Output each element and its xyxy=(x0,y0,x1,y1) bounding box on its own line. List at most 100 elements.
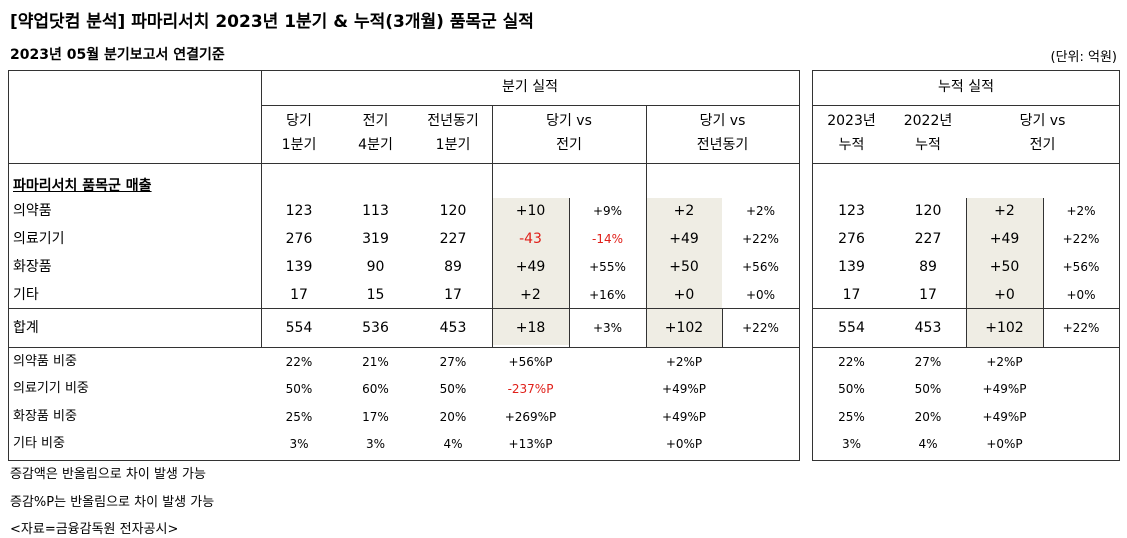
share-row-q-prev: 21% xyxy=(362,355,389,369)
col-q-vs-yoy: 당기 vs 전년동기 xyxy=(696,113,749,153)
share-row-q-diff-yoy: +0%P xyxy=(665,437,703,451)
sales-row-label: 화장품 xyxy=(13,259,52,275)
sales-row-q-yoy: 227 xyxy=(439,231,467,247)
sales-row-q-prev: 319 xyxy=(362,231,389,247)
sales-row-q-diff-prev: +10 xyxy=(515,203,546,219)
quarter-table: 분기 실적 당기 1분기 전기 4분기 전년동기 1분기 당기 vs 전기 당기 vs 전… xyxy=(8,70,800,461)
share-row-q-yoy: 27% xyxy=(439,355,467,369)
total-row-q-prev: 536 xyxy=(362,320,389,336)
sales-row-q-pct-yoy: +56% xyxy=(742,260,779,274)
sales-row-q-diff-prev: +49 xyxy=(515,259,546,275)
sales-row-q-yoy: 120 xyxy=(439,203,467,219)
share-row-c-diff: +0%P xyxy=(986,437,1023,451)
share-row-q-prev: 60% xyxy=(362,382,389,396)
share-row-c-cur: 50% xyxy=(838,382,865,396)
sales-row-q-pct-yoy: +2% xyxy=(745,204,776,218)
share-row-q-diff-prev: +269%P xyxy=(504,410,557,424)
unit-label: (단위: 억원) xyxy=(1050,50,1118,65)
total-row-q-pct-yoy: +22% xyxy=(742,321,779,335)
share-row-q-cur: 22% xyxy=(285,355,313,369)
sales-row-q-pct-yoy: +22% xyxy=(742,232,779,246)
share-row-c-cur: 3% xyxy=(841,437,862,451)
sales-row-c-pct: +0% xyxy=(1066,288,1096,302)
cumulative-header: 누적 실적 xyxy=(938,79,994,95)
share-row-q-cur: 50% xyxy=(285,382,313,396)
total-row-c-diff: +102 xyxy=(985,320,1024,336)
shade-q-diff-yoy xyxy=(646,198,722,348)
share-row-q-diff-yoy: +2%P xyxy=(665,355,703,369)
share-row-q-diff-prev: +13%P xyxy=(508,437,553,451)
sales-row-label: 기타 xyxy=(13,287,39,303)
sales-row-q-diff-yoy: +0 xyxy=(673,287,695,303)
share-row-q-yoy: 20% xyxy=(439,410,467,424)
sales-row-q-yoy: 17 xyxy=(444,287,462,303)
sales-row-q-diff-yoy: +49 xyxy=(669,231,699,247)
sales-row-c-cur: 123 xyxy=(838,203,865,219)
sales-row-c-pct: +22% xyxy=(1062,232,1100,246)
share-row-c-cur: 22% xyxy=(838,355,865,369)
report-basis: 2023년 05월 분기보고서 연결기준 xyxy=(10,47,225,63)
share-row-q-yoy: 4% xyxy=(443,437,463,451)
note-1: 증감액은 반올림으로 차이 발생 가능 xyxy=(10,467,206,482)
sales-row-c-cur: 139 xyxy=(838,259,865,275)
total-row-q-yoy: 453 xyxy=(439,320,467,336)
col-q-vs-prev: 당기 vs 전기 xyxy=(546,113,592,153)
share-row-c-diff: +49%P xyxy=(982,410,1027,424)
share-row-c-diff: +49%P xyxy=(982,382,1027,396)
total-row-q-pct-prev: +3% xyxy=(592,321,623,335)
sales-row-c-cur: 276 xyxy=(838,231,865,247)
share-row-q-cur: 3% xyxy=(289,437,309,451)
note-3: <자료=금융감독원 전자공시> xyxy=(10,522,179,537)
col-c-cur: 2023년 누적 xyxy=(827,113,876,153)
share-row-q-prev: 17% xyxy=(362,410,389,424)
share-row-label: 화장품 비중 xyxy=(13,409,77,424)
shade-c-diff xyxy=(966,198,1043,348)
quarter-header: 분기 실적 xyxy=(502,79,558,95)
share-row-q-diff-yoy: +49%P xyxy=(662,382,706,396)
sales-row-label: 의료기기 xyxy=(13,231,65,247)
share-row-c-diff: +2%P xyxy=(986,355,1023,369)
sales-row-c-prev: 120 xyxy=(914,203,942,219)
share-row-label: 의약품 비중 xyxy=(13,354,77,369)
total-row-c-prev: 453 xyxy=(914,320,942,336)
col-c-vs: 당기 vs 전기 xyxy=(1019,113,1066,153)
share-row-c-cur: 25% xyxy=(838,410,865,424)
sales-row-q-cur: 276 xyxy=(285,231,313,247)
sales-row-q-pct-yoy: +0% xyxy=(745,288,776,302)
sales-row-c-prev: 227 xyxy=(914,231,942,247)
sales-row-c-prev: 17 xyxy=(919,287,937,303)
share-row-c-prev: 20% xyxy=(914,410,942,424)
sales-row-c-diff: +49 xyxy=(989,231,1020,247)
total-row-q-diff-prev: +18 xyxy=(515,320,546,336)
sales-row-q-cur: 17 xyxy=(290,287,308,303)
total-row-c-cur: 554 xyxy=(838,320,865,336)
share-row-label: 의료기기 비중 xyxy=(13,381,89,396)
share-row-c-prev: 50% xyxy=(914,382,942,396)
sales-row-q-pct-prev: +55% xyxy=(589,260,626,274)
share-row-q-cur: 25% xyxy=(285,410,313,424)
col-c-prev: 2022년 누적 xyxy=(903,113,953,153)
sales-row-c-diff: +50 xyxy=(989,259,1020,275)
total-row-q-diff-yoy: +102 xyxy=(664,320,704,336)
share-row-c-prev: 27% xyxy=(914,355,942,369)
sales-row-c-cur: 17 xyxy=(842,287,861,303)
sales-row-c-diff: +2 xyxy=(994,203,1015,219)
shade-q-diff-prev xyxy=(492,198,569,345)
sales-row-q-prev: 90 xyxy=(366,259,385,275)
sales-row-q-diff-yoy: +50 xyxy=(669,259,699,275)
sales-row-c-pct: +56% xyxy=(1062,260,1100,274)
sales-row-q-pct-prev: +16% xyxy=(589,288,626,302)
sales-row-q-diff-yoy: +2 xyxy=(673,203,695,219)
sales-row-q-cur: 139 xyxy=(285,259,313,275)
sales-row-label: 의약품 xyxy=(13,203,52,219)
note-2: 증감%P는 반올림으로 차이 발생 가능 xyxy=(10,495,215,510)
share-row-q-diff-yoy: +49%P xyxy=(662,410,706,424)
sales-row-q-diff-prev: -43 xyxy=(519,231,542,247)
sales-row-c-prev: 89 xyxy=(919,259,937,275)
share-row-q-prev: 3% xyxy=(365,437,386,451)
sales-row-q-diff-prev: +2 xyxy=(520,287,541,303)
share-row-q-diff-prev: +56%P xyxy=(508,355,553,369)
sales-row-c-diff: +0 xyxy=(994,287,1015,303)
sales-row-q-prev: 15 xyxy=(366,287,385,303)
share-row-q-yoy: 50% xyxy=(439,382,467,396)
